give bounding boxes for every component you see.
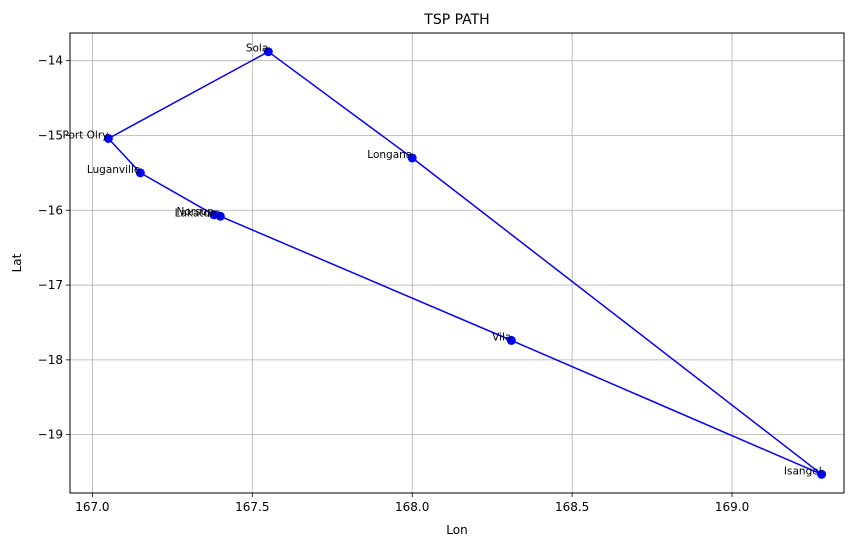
- x-tick-label: 169.0: [715, 500, 749, 514]
- y-tick-label: −14: [38, 54, 63, 68]
- x-tick-label: 167.0: [75, 500, 109, 514]
- axis-ticks: 167.0 167.5 168.0 168.5 169.0 −14 −15 −16 −17 −18…: [38, 54, 750, 514]
- y-tick-label: −19: [38, 428, 63, 442]
- city-marker-sola: [263, 47, 273, 57]
- city-label-longana: Longana: [367, 149, 412, 161]
- city-markers: [103, 47, 827, 479]
- chart-title: TSP PATH: [423, 12, 489, 28]
- x-tick-label: 168.0: [395, 500, 429, 514]
- y-tick-label: −16: [38, 203, 63, 217]
- city-label-lakatoro: Lakatoro: [175, 207, 221, 219]
- y-axis-label: Lat: [10, 253, 24, 272]
- city-label-vila: Vila: [492, 331, 511, 343]
- city-marker-vila: [506, 335, 516, 345]
- city-label-isangel: Isangel: [784, 465, 822, 477]
- city-marker-longana: [407, 153, 417, 163]
- city-marker-port-olry: [103, 133, 113, 143]
- city-label-norsup: Norsup: [177, 206, 215, 218]
- y-tick-label: −17: [38, 278, 63, 292]
- grid-lines: [70, 33, 844, 493]
- city-marker-luganville: [135, 168, 145, 178]
- plot-frame: [69, 32, 845, 494]
- city-label-port-olry: Port Olry: [63, 129, 109, 141]
- x-tick-label: 168.5: [555, 500, 589, 514]
- city-marker-lakatoro: [215, 211, 225, 221]
- x-axis-label: Lon: [446, 523, 467, 537]
- city-label-sola: Sola: [246, 43, 268, 55]
- city-marker-isangel: [817, 469, 827, 479]
- y-tick-label: −15: [38, 128, 63, 142]
- city-label-luganville: Luganville: [87, 164, 141, 176]
- y-tick-label: −18: [38, 353, 63, 367]
- x-tick-label: 167.5: [235, 500, 269, 514]
